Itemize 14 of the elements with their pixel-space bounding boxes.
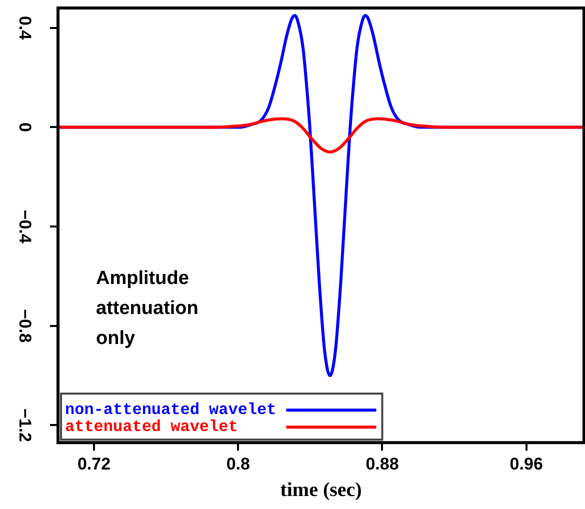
y-tick-label: −1.2 <box>15 408 34 442</box>
x-tick-label: 0.88 <box>366 454 399 474</box>
x-tick-label: 0.72 <box>77 454 111 474</box>
y-tick-label: 0 <box>15 122 34 132</box>
text: non-attenuated wavelet <box>65 401 276 420</box>
y-tick-label: −0.4 <box>15 210 34 244</box>
text: attenuated wavelet <box>65 418 238 436</box>
x-axis-title: time (sec) <box>280 479 362 502</box>
line-series <box>58 117 584 154</box>
y-tick-label: −0.8 <box>15 309 34 343</box>
annotation: Amplitude attenuation only <box>96 268 198 350</box>
x-tick-label: 0.96 <box>510 454 543 474</box>
y-tick-label: 0.4 <box>15 16 34 40</box>
x-tick-label: 0.8 <box>226 454 250 474</box>
